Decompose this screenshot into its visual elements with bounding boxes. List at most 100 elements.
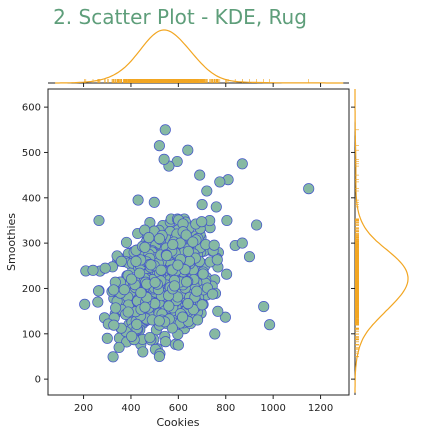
scatter-point <box>134 267 146 279</box>
y-axis-label: Smoothies <box>5 213 18 271</box>
scatter-point <box>161 250 173 262</box>
scatter-point <box>92 296 104 308</box>
scatter-points <box>79 124 315 363</box>
scatter-point <box>120 236 133 248</box>
scatter-point <box>258 301 270 313</box>
scatter-point <box>149 276 161 289</box>
scatter-point <box>144 331 156 344</box>
scatter-point <box>130 255 142 267</box>
scatter-point <box>167 238 179 251</box>
scatter-point <box>158 153 170 165</box>
scatter-point <box>110 302 122 314</box>
scatter-point <box>145 259 157 271</box>
scatter-point <box>196 299 208 311</box>
scatter-point <box>99 262 111 274</box>
scatter-point <box>177 311 189 323</box>
scatter-point <box>118 284 130 296</box>
scatter-point <box>92 285 105 297</box>
chart-title: 2. Scatter Plot - KDE, Rug <box>53 5 307 29</box>
scatter-point <box>181 276 193 288</box>
scatter-point <box>148 196 160 208</box>
scatter-point <box>122 306 134 318</box>
scatter-point <box>153 140 165 152</box>
scatter-point <box>201 185 213 197</box>
scatter-point <box>135 287 147 299</box>
scatter-point <box>236 158 248 170</box>
scatter-point <box>210 201 222 213</box>
y-tick-label: 400 <box>22 193 41 204</box>
y-tick-label: 200 <box>22 284 41 295</box>
scatter-point <box>182 245 194 257</box>
scatter-point <box>108 319 120 331</box>
scatter-point <box>143 232 155 244</box>
scatter-point <box>155 264 167 276</box>
x-axis-label: Cookies <box>156 416 199 429</box>
scatter-point <box>192 314 204 326</box>
right-kde-curve <box>354 89 409 393</box>
scatter-point <box>180 229 192 241</box>
scatter-point <box>79 298 91 310</box>
x-tick-label: 800 <box>216 403 235 414</box>
y-tick-label: 100 <box>22 329 41 340</box>
x-tick-label: 600 <box>169 403 188 414</box>
scatter-point <box>214 176 226 188</box>
scatter-point <box>139 301 151 313</box>
scatter-point <box>251 219 263 231</box>
scatter-point <box>159 124 171 136</box>
top-kde-curve <box>55 29 344 84</box>
scatter-point <box>243 251 256 263</box>
scatter-point <box>194 169 206 181</box>
scatter-point <box>153 315 165 327</box>
scatter-point <box>182 144 194 156</box>
x-tick-label: 1200 <box>308 403 333 414</box>
scatter-point <box>264 319 276 331</box>
y-tick-label: 300 <box>22 239 41 250</box>
scatter-point <box>221 214 233 227</box>
scatter-point <box>221 268 233 280</box>
scatter-point <box>208 239 220 251</box>
scatter-point <box>207 288 219 300</box>
scatter-point <box>172 259 184 271</box>
plot-frame <box>47 88 350 396</box>
x-axis-ticks: 200 400 600 800 1000 1200 <box>74 83 333 414</box>
y-axis-ticks: 0 100 200 300 400 500 600 <box>22 103 355 386</box>
scatter-point <box>196 199 208 211</box>
scatter-point <box>197 268 209 280</box>
x-tick-label: 400 <box>121 403 140 414</box>
scatter-point <box>132 194 144 206</box>
scatter-point <box>303 183 315 195</box>
scatter-point <box>139 241 151 253</box>
scatter-point <box>115 255 127 267</box>
scatter-point <box>101 332 113 344</box>
scatter-point <box>182 298 194 310</box>
scatter-point <box>236 237 248 249</box>
y-tick-label: 0 <box>35 375 41 386</box>
scatter-point <box>212 305 224 317</box>
scatter-point <box>219 311 231 323</box>
top-marginal-plot <box>48 29 349 84</box>
y-tick-label: 500 <box>22 148 41 159</box>
x-tick-label: 1000 <box>260 403 285 414</box>
right-marginal-plot <box>354 89 409 395</box>
scatter-point <box>209 328 221 340</box>
x-tick-label: 200 <box>74 403 93 414</box>
scatter-point <box>196 216 208 228</box>
scatter-point <box>172 339 184 351</box>
scatter-point <box>113 341 125 353</box>
scatter-point <box>87 264 99 276</box>
scatter-point <box>168 280 181 292</box>
scatter-point <box>153 233 166 245</box>
scatter-point <box>131 318 143 330</box>
scatter-point <box>191 285 203 297</box>
scatter-point <box>93 214 105 227</box>
y-tick-label: 600 <box>22 103 41 114</box>
scatter-point <box>160 336 172 348</box>
scatter-point <box>125 273 138 285</box>
scatter-point <box>107 351 119 363</box>
scatter-point <box>126 330 138 342</box>
scatter-point <box>163 300 175 312</box>
scatter-point <box>211 254 223 266</box>
scatter-point <box>108 284 120 296</box>
scatter-point <box>137 346 149 358</box>
